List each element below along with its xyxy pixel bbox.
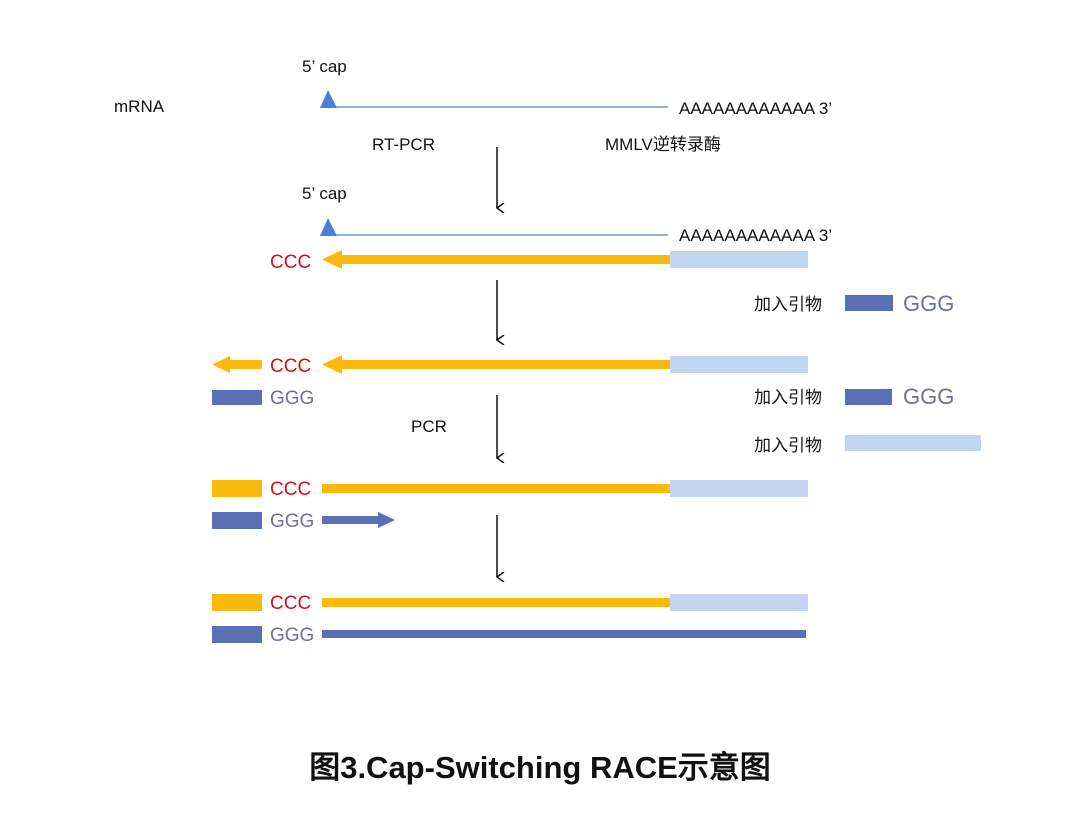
- adapter-segment: [670, 356, 808, 373]
- adapter-segment: [670, 251, 808, 268]
- cdna-strand: [322, 484, 670, 493]
- ggg-label: GGG: [903, 291, 954, 316]
- ggg-primer: [212, 390, 262, 405]
- ggg-label: GGG: [270, 625, 314, 646]
- cdna-strand: [322, 598, 670, 607]
- ggg-label: GGG: [903, 384, 954, 409]
- figure-caption: 图3.Cap-Switching RACE示意图: [309, 750, 771, 785]
- cdna-arrowhead-icon: [322, 250, 342, 269]
- ggg-label: GGG: [270, 388, 314, 409]
- adapter-primer: [845, 435, 981, 451]
- ggg-primer: [212, 512, 262, 529]
- ccc-label: CCC: [270, 593, 311, 614]
- ggg-primer: [845, 389, 892, 405]
- ggg-primer: [845, 295, 893, 311]
- extension-strand: [322, 516, 380, 524]
- ccc-label: CCC: [270, 479, 311, 500]
- mrna-label: mRNA: [114, 97, 165, 116]
- polya-label-2: AAAAAAAAAAAA 3’: [679, 226, 832, 245]
- ggg-label: GGG: [270, 511, 314, 532]
- cdna-5-end: [212, 594, 262, 611]
- add-primer-label: 加入引物: [754, 388, 822, 407]
- rtpcr-label: RT-PCR: [372, 135, 435, 154]
- polya-label: AAAAAAAAAAAA 3’: [679, 99, 832, 118]
- cdna-arrowhead-icon: [212, 356, 230, 373]
- second-strand: [322, 630, 806, 638]
- cdna-arrowhead-icon: [322, 355, 342, 374]
- cdna-strand: [338, 360, 670, 369]
- pcr-label: PCR: [411, 417, 447, 436]
- add-primer-label: 加入引物: [754, 295, 822, 314]
- extended-cdna: [228, 360, 262, 369]
- ccc-label: CCC: [270, 356, 311, 377]
- ccc-label: CCC: [270, 252, 311, 273]
- cap-label-2: 5’ cap: [302, 184, 347, 203]
- cap-label: 5’ cap: [302, 57, 347, 76]
- cap-triangle-icon: [320, 218, 337, 236]
- add-primer-label: 加入引物: [754, 436, 822, 455]
- adapter-segment: [670, 594, 808, 611]
- cdna-strand: [338, 255, 670, 264]
- cap-triangle-icon: [320, 90, 337, 108]
- ggg-primer: [212, 626, 262, 643]
- adapter-segment: [670, 480, 808, 497]
- cdna-5-end: [212, 480, 262, 497]
- enzyme-label: MMLV逆转录酶: [605, 135, 721, 154]
- extension-arrowhead-icon: [378, 512, 395, 528]
